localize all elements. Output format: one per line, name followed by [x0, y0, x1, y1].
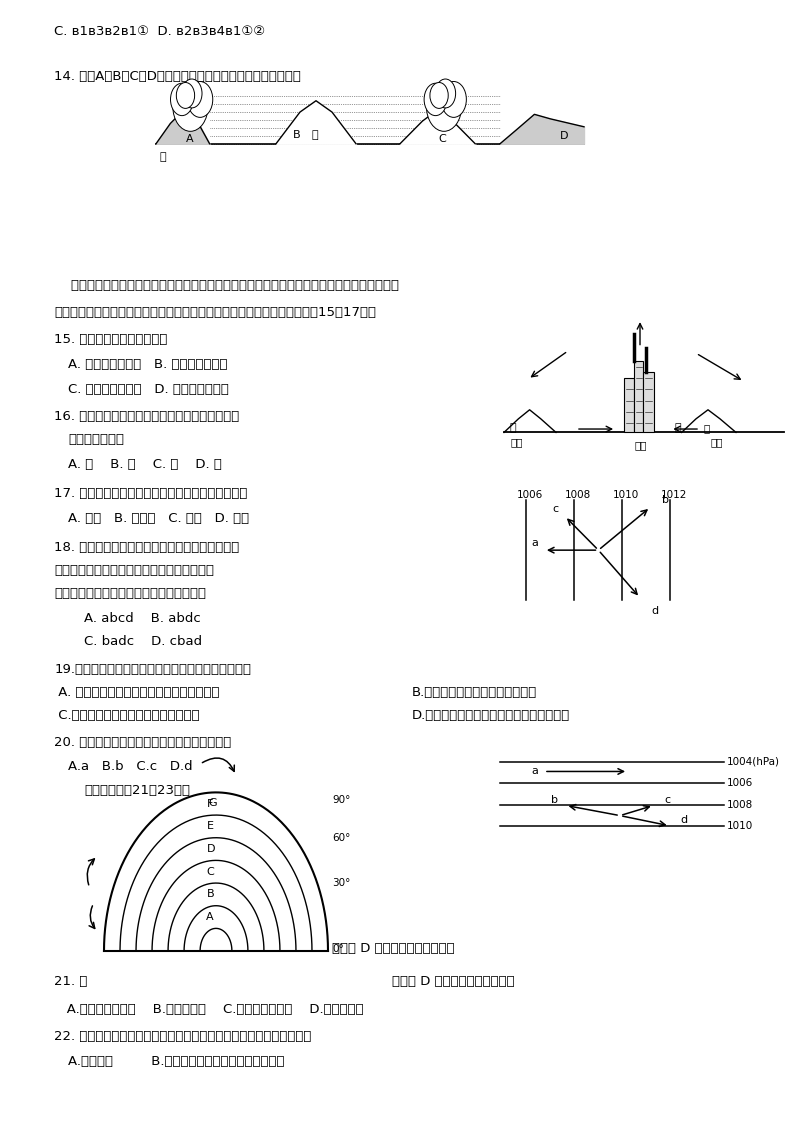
Text: a: a [531, 539, 538, 548]
Text: 读下图，完成21～23题。: 读下图，完成21～23题。 [84, 783, 190, 797]
Text: 市和郊区之间的小型热力环流，称之为城市风。读城市风示意图如下，回等15～17题。: 市和郊区之间的小型热力环流，称之为城市风。读城市风示意图如下，回等15～17题。 [54, 306, 376, 319]
Text: 海: 海 [312, 130, 318, 139]
Circle shape [187, 82, 213, 118]
Text: 丁: 丁 [704, 423, 710, 432]
Text: A. 甲    B. 乙    C. 丙    D. 丁: A. 甲 B. 乙 C. 丙 D. 丁 [68, 457, 222, 471]
Text: c: c [665, 795, 671, 805]
Text: 21. 图: 21. 图 [54, 975, 88, 988]
Text: A. abcd    B. abdc: A. abcd B. abdc [84, 611, 201, 625]
Text: A: A [206, 912, 214, 923]
Text: 1010: 1010 [727, 822, 754, 831]
Text: 30°: 30° [332, 878, 350, 887]
Text: a: a [531, 766, 538, 777]
Circle shape [170, 84, 194, 115]
Text: A. 市区   B. 近郊区   C. 远郊   D. 农村: A. 市区 B. 近郊区 C. 远郊 D. 农村 [68, 512, 249, 525]
Text: 1008: 1008 [727, 800, 754, 809]
Text: 60°: 60° [332, 833, 350, 842]
Text: 郊区: 郊区 [710, 438, 723, 447]
Bar [643, 372, 654, 432]
Text: 20. 下列四个箭头能表示北半球近地面风向的是: 20. 下列四个箭头能表示北半球近地面风向的是 [54, 736, 232, 749]
Text: 17. 根据城市风的原理，今后城市造林的重点应该在: 17. 根据城市风的原理，今后城市造林的重点应该在 [54, 487, 248, 500]
Text: 乙: 乙 [674, 423, 681, 432]
Text: 甲: 甲 [632, 423, 638, 432]
Text: 由于城市人口集中，工业发达，释放了大量的人为热量，导致城市气温高于郊区，从而引起城: 由于城市人口集中，工业发达，释放了大量的人为热量，导致城市气温高于郊区，从而引起… [54, 278, 399, 292]
Text: A. 气温高，气压高   B. 气温高，气压低: A. 气温高，气压高 B. 气温高，气压低 [68, 358, 227, 371]
Text: B: B [293, 130, 301, 139]
Text: c: c [552, 505, 558, 514]
Text: 1012: 1012 [661, 490, 687, 499]
Text: 陆: 陆 [160, 153, 166, 162]
Text: F: F [206, 799, 213, 808]
Circle shape [441, 82, 466, 118]
Circle shape [435, 79, 456, 108]
Text: B: B [206, 890, 214, 900]
Text: A. 水平气压梯度力只影响风速，不影响风向: A. 水平气压梯度力只影响风速，不影响风向 [54, 686, 220, 700]
Text: 1008: 1008 [565, 490, 591, 499]
Circle shape [176, 83, 194, 109]
Text: b: b [662, 496, 669, 505]
Text: C. badc    D. cbad: C. badc D. cbad [84, 635, 202, 649]
Text: C: C [206, 867, 214, 876]
Text: d: d [681, 815, 688, 825]
Text: C.地转偏向力只影响风向，不影响风速: C.地转偏向力只影响风向，不影响风速 [54, 709, 200, 722]
Text: 22. 每年的春分日到夏至日期间，南北半球气压带、风带移动的方向是: 22. 每年的春分日到夏至日期间，南北半球气压带、风带移动的方向是 [54, 1030, 312, 1044]
Text: G: G [208, 798, 217, 808]
Text: 市区: 市区 [634, 440, 647, 449]
Text: B.摩擦力只影响风速，不影响风向: B.摩擦力只影响风速，不影响风向 [412, 686, 538, 700]
Text: E: E [206, 822, 214, 831]
Text: 中字母 D 代表的气压带、风带为: 中字母 D 代表的气压带、风带为 [332, 942, 454, 955]
Text: A.a   B.b   C.c   D.d: A.a B.b C.c D.d [68, 760, 193, 773]
Circle shape [182, 79, 202, 108]
Circle shape [426, 82, 462, 131]
Text: 1006: 1006 [727, 779, 754, 788]
Text: A: A [186, 135, 194, 144]
Text: 14. 图中A、B、C、D处于同一纬度，四地中昼夜温差最小的是: 14. 图中A、B、C、D处于同一纬度，四地中昼夜温差最小的是 [54, 70, 302, 84]
Text: D: D [206, 844, 215, 854]
Circle shape [173, 82, 208, 131]
Text: 15. 市区和郊区相比，近地面: 15. 市区和郊区相比，近地面 [54, 333, 168, 346]
Text: 19.关于影响大气水平运动的几个力的叙述，正确的是: 19.关于影响大气水平运动的几个力的叙述，正确的是 [54, 662, 251, 676]
Text: 1004(hPa): 1004(hPa) [727, 757, 780, 766]
Text: 90°: 90° [332, 796, 350, 805]
Text: 1010: 1010 [613, 490, 639, 499]
Bar [634, 361, 643, 432]
Text: D.在三个力共同作用下，风向与等压线平行: D.在三个力共同作用下，风向与等压线平行 [412, 709, 570, 722]
Text: 丙: 丙 [510, 423, 516, 432]
Text: 图中气压单位为百底，其中水平气压梯度力、: 图中气压单位为百底，其中水平气压梯度力、 [54, 564, 214, 577]
Text: 地转偏向力、摩擦力和风间代表字母依次是: 地转偏向力、摩擦力和风间代表字母依次是 [54, 586, 206, 600]
Circle shape [424, 84, 447, 115]
Text: d: d [651, 607, 658, 616]
Text: A.副热带高气压带    B.中纬西风带    C.副极地低气压带    D.东北信风带: A.副热带高气压带 B.中纬西风带 C.副极地低气压带 D.东北信风带 [54, 1003, 364, 1017]
Text: 16. 若在图中布局化工厂，为了减少城市风对市区: 16. 若在图中布局化工厂，为了减少城市风对市区 [54, 410, 240, 423]
Text: 的污染，应选择: 的污染，应选择 [68, 432, 124, 446]
Text: A.都向南移         B.北半球的向南移，南半球的向北移: A.都向南移 B.北半球的向南移，南半球的向北移 [68, 1055, 285, 1069]
Text: C. 气温低，气压低   D. 气温低，气压高: C. 气温低，气压低 D. 气温低，气压高 [68, 383, 229, 396]
Text: C. в1в3в2в1①  D. в2в3в4в1①②: C. в1в3в2в1① D. в2в3в4в1①② [54, 25, 266, 38]
Text: D: D [560, 131, 569, 140]
Text: 18. 右图为北半球某气压场受力平衡时的风向图，: 18. 右图为北半球某气压场受力平衡时的风向图， [54, 541, 240, 555]
Text: b: b [551, 795, 558, 805]
Text: C: C [438, 135, 446, 144]
Text: 1006: 1006 [517, 490, 543, 499]
Text: 0°: 0° [332, 944, 344, 954]
Text: 中字母 D 代表的气压带、风带为: 中字母 D 代表的气压带、风带为 [392, 975, 514, 988]
Circle shape [430, 83, 448, 109]
Text: 郊区: 郊区 [510, 438, 523, 447]
Bar [624, 378, 634, 432]
